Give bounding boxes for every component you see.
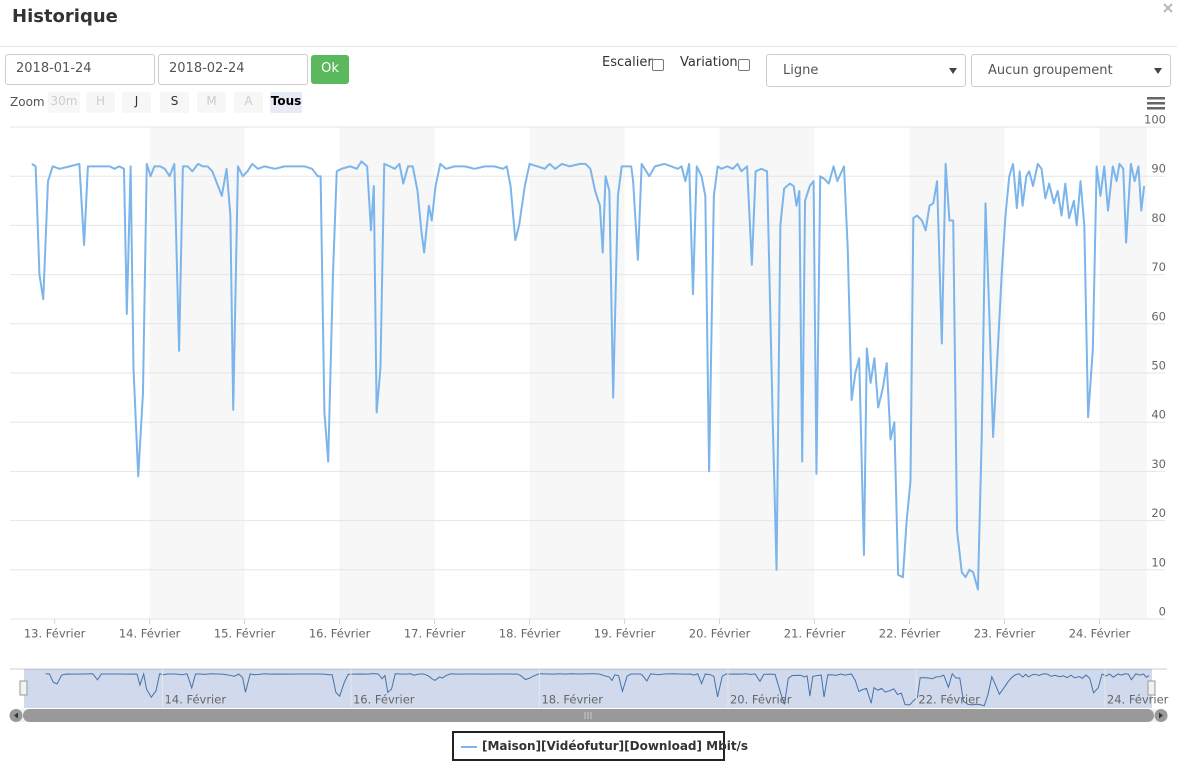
menu-bar xyxy=(1147,102,1165,105)
start-date-input[interactable]: 2018-01-24 xyxy=(5,54,155,85)
header-divider xyxy=(0,46,1177,47)
navigator-handle[interactable] xyxy=(1147,680,1156,696)
zoom-button[interactable]: J xyxy=(122,92,151,113)
variation-checkbox[interactable] xyxy=(738,59,750,71)
y-tick-label: 50 xyxy=(1151,359,1166,373)
end-date-input[interactable]: 2018-02-24 xyxy=(158,54,308,85)
y-tick-label: 20 xyxy=(1151,506,1166,520)
navigator-label: 20. Février xyxy=(730,693,792,707)
zoom-button[interactable]: 30m xyxy=(48,92,80,113)
navigator-label: 14. Février xyxy=(165,693,227,707)
stairs-checkbox[interactable] xyxy=(652,59,664,71)
x-tick-label: 19. Février xyxy=(594,627,656,641)
navigator-label: 24. Février xyxy=(1107,693,1169,707)
legend-label: [Maison][Vidéofutur][Download] Mbit/s xyxy=(482,739,749,753)
close-icon[interactable] xyxy=(1163,3,1173,13)
y-tick-label: 0 xyxy=(1159,605,1166,619)
navigator-label: 22. Février xyxy=(918,693,980,707)
zoom-button[interactable]: M xyxy=(197,92,226,113)
scrollbar-arrow xyxy=(1159,712,1163,719)
zoom-button[interactable]: H xyxy=(86,92,115,113)
y-tick-label: 80 xyxy=(1151,211,1166,225)
x-tick-label: 18. Février xyxy=(499,627,561,641)
x-tick-label: 22. Février xyxy=(879,627,941,641)
legend[interactable]: [Maison][Vidéofutur][Download] Mbit/s xyxy=(452,731,748,761)
select-caret xyxy=(949,68,957,74)
ok-button[interactable]: Ok xyxy=(311,55,349,84)
y-tick-label: 90 xyxy=(1151,162,1166,176)
variation-label: Variation xyxy=(680,55,738,70)
zoom-button[interactable]: A xyxy=(234,92,263,113)
y-tick-label: 30 xyxy=(1151,457,1166,471)
y-tick-label: 60 xyxy=(1151,309,1166,323)
y-tick-label: 100 xyxy=(1144,113,1166,127)
navigator-handle[interactable] xyxy=(19,680,28,696)
chart-style-select[interactable]: Ligne xyxy=(766,54,966,87)
x-tick-label: 16. Février xyxy=(309,627,371,641)
menu-bar xyxy=(1147,107,1165,110)
x-tick-label: 13. Février xyxy=(24,627,86,641)
dialog-title: Historique xyxy=(12,6,118,27)
y-tick-label: 70 xyxy=(1151,260,1166,274)
select-value: Aucun groupement xyxy=(988,63,1113,78)
select-value: Ligne xyxy=(783,63,819,78)
scrollbar-arrow xyxy=(14,712,18,719)
x-tick-label: 15. Février xyxy=(214,627,276,641)
x-tick-label: 23. Février xyxy=(974,627,1036,641)
grouping-select[interactable]: Aucun groupement xyxy=(971,54,1171,87)
x-tick-label: 20. Février xyxy=(689,627,751,641)
x-tick-label: 21. Février xyxy=(784,627,846,641)
zoom-button[interactable]: Tous xyxy=(270,92,302,113)
series-line xyxy=(31,160,1146,591)
navigator-line xyxy=(45,671,1150,707)
menu-icon[interactable] xyxy=(1147,97,1165,110)
y-tick-label: 40 xyxy=(1151,408,1166,422)
x-tick-label: 17. Février xyxy=(404,627,466,641)
legend-swatch xyxy=(461,746,477,748)
zoom-button[interactable]: S xyxy=(160,92,189,113)
x-tick-label: 24. Février xyxy=(1069,627,1131,641)
navigator-label: 18. Février xyxy=(541,693,603,707)
navigator-label: 16. Février xyxy=(353,693,415,707)
stairs-label: Escalier xyxy=(602,55,653,70)
select-caret xyxy=(1154,68,1162,74)
x-tick-label: 14. Février xyxy=(119,627,181,641)
menu-bar xyxy=(1147,97,1165,100)
zoom-label: Zoom xyxy=(10,95,45,109)
y-tick-label: 10 xyxy=(1151,555,1166,569)
